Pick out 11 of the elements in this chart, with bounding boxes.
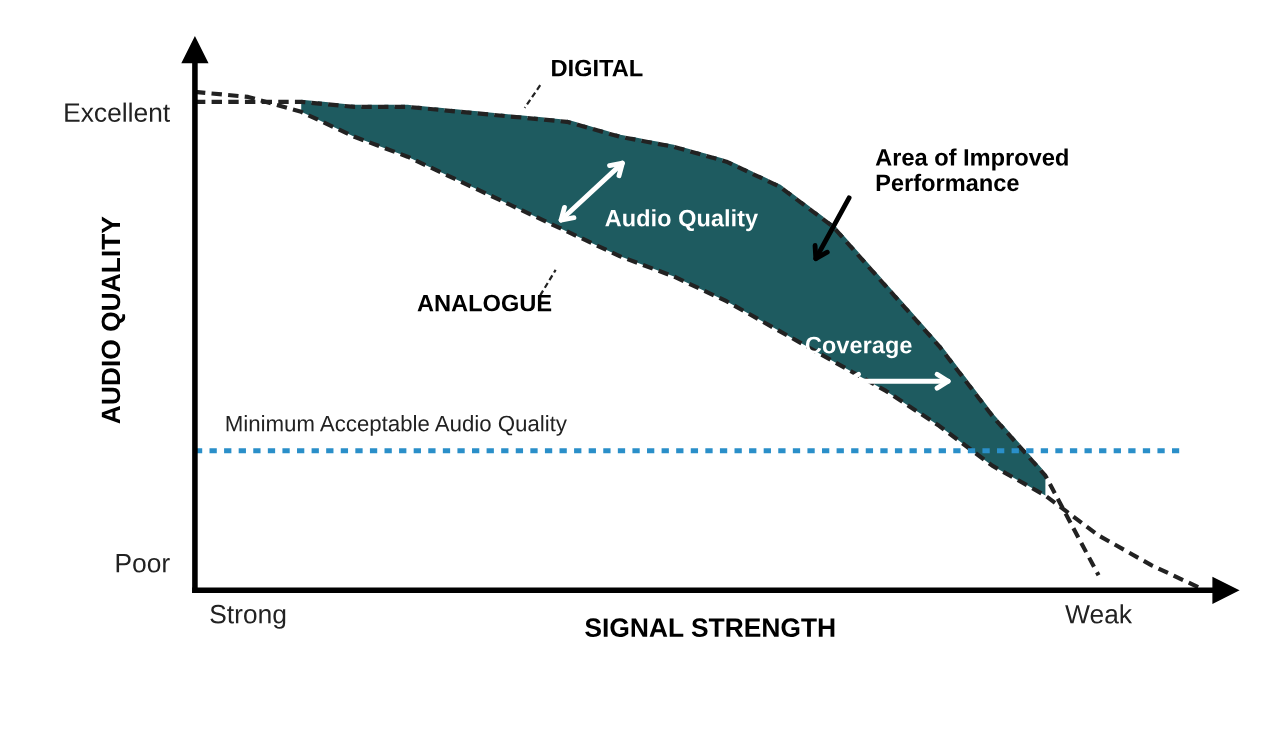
x-tick-label: Strong (210, 604, 286, 629)
text: Excellent (65, 102, 170, 122)
ref-line-label: Minimum Acceptable Audio Quality (226, 415, 567, 436)
annotation: Audio Quality (605, 209, 759, 232)
text: Poor (116, 554, 170, 573)
series-label: DIGITAL (552, 59, 643, 77)
y-axis-title: AUDIO QUALITY (101, 216, 126, 424)
annotation: Area of Improved Performance (875, 148, 1068, 192)
legend-label: ANALOGUE (417, 294, 552, 312)
x-axis-title: SIGNAL STRENGTH (585, 618, 835, 638)
x-tick-label: Weak (1065, 604, 1133, 624)
